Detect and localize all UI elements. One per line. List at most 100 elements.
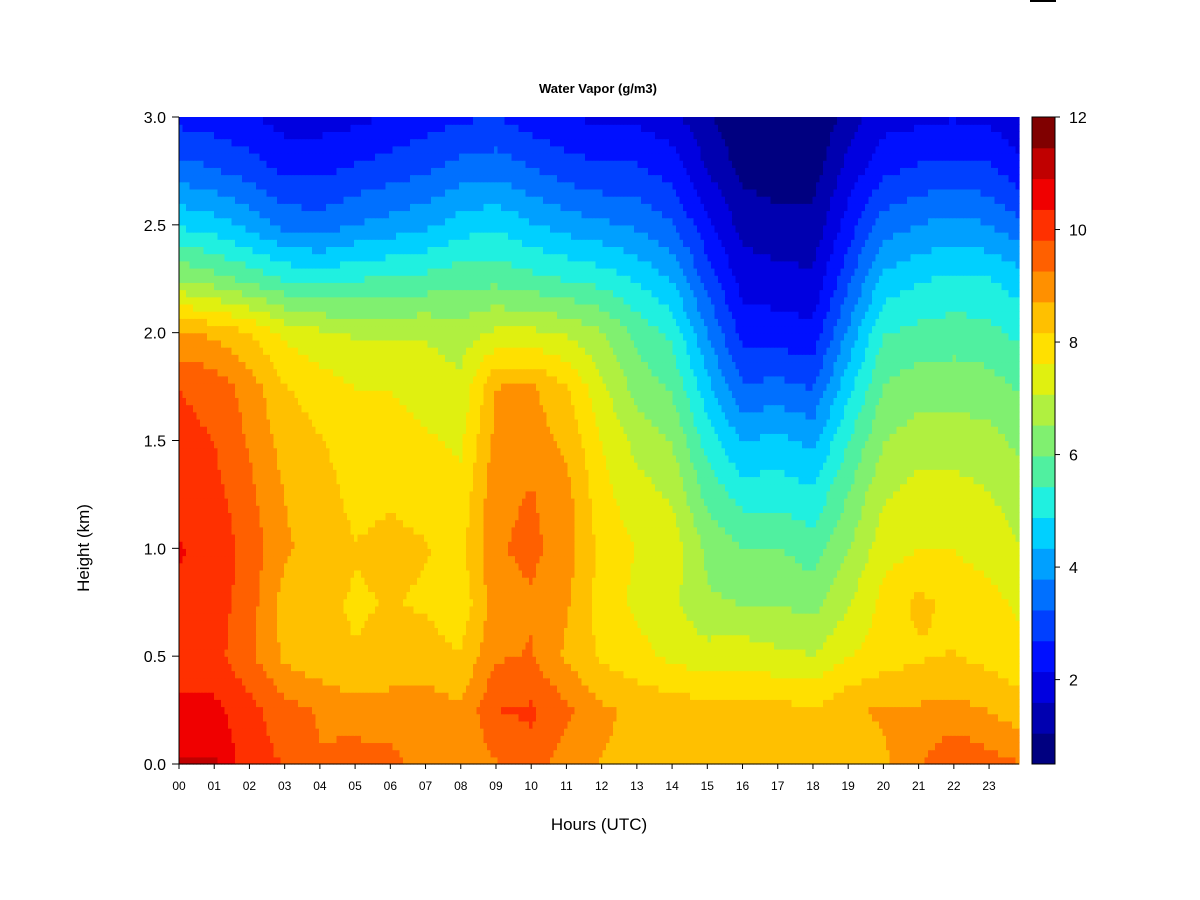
heatmap-cell	[784, 670, 789, 679]
heatmap-cell	[287, 728, 292, 736]
heatmap-cell	[494, 641, 499, 650]
heatmap-cell	[879, 706, 884, 715]
heatmap-cell	[529, 641, 534, 650]
heatmap-cell	[872, 677, 877, 686]
heatmap-cell	[998, 663, 1003, 672]
heatmap-cell	[756, 735, 761, 744]
heatmap-cell	[329, 756, 334, 765]
heatmap-cell	[571, 720, 576, 729]
heatmap-cell	[697, 735, 702, 744]
heatmap-cell	[543, 663, 548, 672]
heatmap-cell	[809, 648, 814, 657]
heatmap-cell	[595, 742, 600, 751]
heatmap-cell	[742, 756, 747, 765]
heatmap-cell	[970, 627, 975, 636]
heatmap-cell	[746, 613, 751, 621]
heatmap-cell	[473, 641, 478, 650]
heatmap-cell	[242, 620, 247, 629]
heatmap-cell	[564, 634, 569, 643]
heatmap-cell	[350, 620, 355, 629]
heatmap-cell	[721, 742, 726, 751]
heatmap-cell	[308, 742, 313, 751]
heatmap-cell	[879, 627, 884, 636]
heatmap-cell	[385, 749, 390, 758]
heatmap-cell	[711, 648, 716, 657]
heatmap-cell	[679, 648, 684, 657]
heatmap-cell	[798, 699, 803, 708]
heatmap-cell	[567, 620, 572, 629]
heatmap-cell	[844, 620, 849, 629]
heatmap-cell	[480, 677, 485, 686]
heatmap-cell	[336, 648, 341, 657]
heatmap-cell	[550, 663, 555, 672]
heatmap-cell	[368, 742, 373, 751]
heatmap-cell	[588, 728, 593, 736]
heatmap-cell	[515, 677, 520, 686]
heatmap-cell	[665, 749, 670, 758]
heatmap-cell	[907, 742, 912, 751]
heatmap-cell	[935, 692, 940, 700]
heatmap-cell	[312, 627, 317, 636]
heatmap-cell	[518, 728, 523, 736]
heatmap-cell	[340, 641, 345, 650]
heatmap-cell	[564, 692, 569, 700]
heatmap-cell	[973, 699, 978, 708]
heatmap-cell	[749, 677, 754, 686]
heatmap-cell	[777, 742, 782, 751]
heatmap-cell	[903, 620, 908, 629]
heatmap-cell	[760, 634, 765, 643]
heatmap-cell	[735, 620, 740, 629]
heatmap-cell	[277, 735, 282, 744]
heatmap-cell	[742, 742, 747, 751]
heatmap-cell	[399, 756, 404, 765]
heatmap-cell	[546, 684, 551, 693]
heatmap-cell	[910, 735, 915, 744]
heatmap-cell	[886, 663, 891, 672]
heatmap-cell	[977, 677, 982, 686]
heatmap-cell	[952, 663, 957, 672]
heatmap-cell	[242, 706, 247, 715]
heatmap-cell	[648, 684, 653, 693]
heatmap-cell	[714, 656, 719, 664]
heatmap-cell	[1012, 699, 1017, 708]
heatmap-cell	[777, 720, 782, 729]
heatmap-cell	[907, 641, 912, 650]
heatmap-cell	[872, 684, 877, 693]
heatmap-cell	[308, 720, 313, 729]
heatmap-cell	[637, 648, 642, 657]
heatmap-cell	[452, 656, 457, 664]
heatmap-cell	[984, 706, 989, 715]
heatmap-cell	[196, 728, 201, 736]
heatmap-cell	[823, 641, 828, 650]
heatmap-cell	[952, 648, 957, 657]
heatmap-cell	[224, 648, 229, 657]
heatmap-cell	[662, 656, 667, 664]
heatmap-cell	[721, 713, 726, 722]
heatmap-cell	[487, 613, 492, 621]
heatmap-cell	[427, 648, 432, 657]
heatmap-cell	[452, 735, 457, 744]
heatmap-cell	[588, 706, 593, 715]
heatmap-cell	[389, 620, 394, 629]
heatmap-cell	[305, 720, 310, 729]
heatmap-cell	[238, 634, 243, 643]
heatmap-cell	[840, 706, 845, 715]
heatmap-cell	[571, 699, 576, 708]
heatmap-cell	[242, 634, 247, 643]
heatmap-cell	[371, 713, 376, 722]
heatmap-cell	[956, 656, 961, 664]
heatmap-cell	[763, 641, 768, 650]
heatmap-cell	[823, 627, 828, 636]
heatmap-cell	[599, 692, 604, 700]
heatmap-cell	[679, 749, 684, 758]
heatmap-cell	[844, 706, 849, 715]
heatmap-cell	[301, 670, 306, 679]
heatmap-cell	[546, 756, 551, 765]
heatmap-cell	[945, 735, 950, 744]
heatmap-cell	[858, 656, 863, 664]
heatmap-cell	[266, 742, 271, 751]
heatmap-cell	[413, 692, 418, 700]
heatmap-cell	[606, 613, 611, 621]
heatmap-cell	[679, 728, 684, 736]
heatmap-cell	[791, 656, 796, 664]
